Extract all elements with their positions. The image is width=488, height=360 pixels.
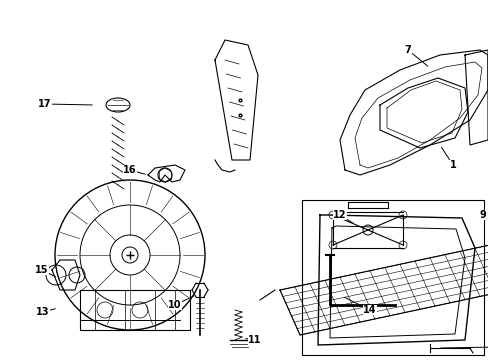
Text: 10: 10 [168, 300, 182, 310]
Text: 13: 13 [36, 307, 50, 317]
Text: 17: 17 [38, 99, 52, 109]
Text: 9: 9 [479, 210, 486, 220]
Text: 11: 11 [248, 335, 261, 345]
Bar [302, 200, 483, 355]
Text: 15: 15 [35, 265, 49, 275]
Text: 7: 7 [404, 45, 410, 55]
Text: 12: 12 [332, 210, 346, 220]
Text: 14: 14 [363, 305, 376, 315]
Text: 1: 1 [448, 160, 455, 170]
Text: 16: 16 [123, 165, 137, 175]
